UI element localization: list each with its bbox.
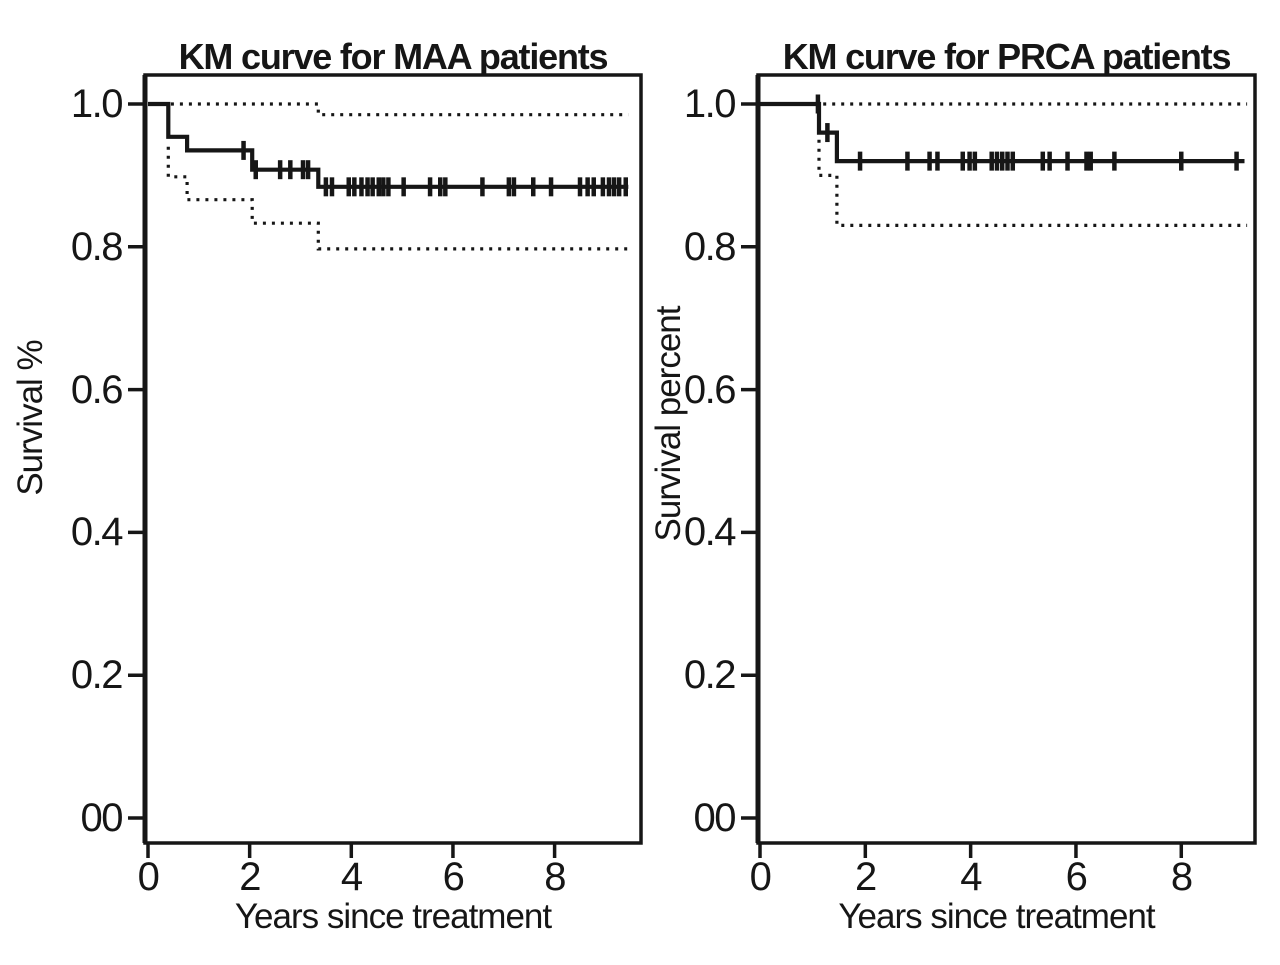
y-tick-label: 0.6 (70, 367, 124, 412)
y-tick-label: 0.2 (70, 653, 124, 698)
y-tick-label: 1.0 (70, 82, 124, 126)
y-axis-title-prca: Survival percent (649, 306, 688, 542)
y-tick-label: 0.8 (70, 224, 124, 269)
x-axis-title-prca: Years since treatment (838, 897, 1155, 936)
chart-title-maa: KM curve for MAA patients (178, 35, 609, 77)
x-tick-label: 0 (749, 855, 772, 899)
x-tick-label: 2 (239, 855, 261, 899)
km-curve (148, 101, 629, 189)
y-tick-label: 0.8 (683, 224, 737, 269)
y-tick-label: 0.2 (683, 653, 737, 698)
chart-title-prca: KM curve for PRCA patients (782, 35, 1232, 77)
x-tick-label: 4 (340, 855, 363, 899)
x-tick-label: 4 (960, 855, 982, 899)
x-tick-label: 8 (544, 855, 566, 899)
x-tick-label: 6 (1065, 855, 1088, 899)
plot-area-0 (128, 73, 643, 858)
y-tick-label: 0.4 (683, 510, 737, 555)
y-tick-label: 00 (80, 796, 124, 840)
y-tick-label: 1.0 (683, 82, 737, 126)
y-tick-label: 0.6 (683, 367, 737, 412)
y-tick-label: 0.4 (70, 510, 124, 555)
y-tick-label: 00 (693, 796, 737, 840)
x-tick-label: 2 (854, 855, 877, 899)
plot-frame (756, 73, 1257, 845)
x-tick-label: 8 (1170, 855, 1193, 899)
plot-area-1 (741, 73, 1257, 858)
x-tick-label: 6 (442, 855, 465, 899)
x-axis-title-maa: Years since treatment (234, 897, 552, 936)
x-tick-label: 0 (137, 855, 160, 899)
ci-lower (166, 146, 629, 251)
plot-frame (143, 73, 643, 845)
y-axis-title-maa: Survival % (11, 340, 50, 496)
ci-upper (170, 102, 629, 117)
